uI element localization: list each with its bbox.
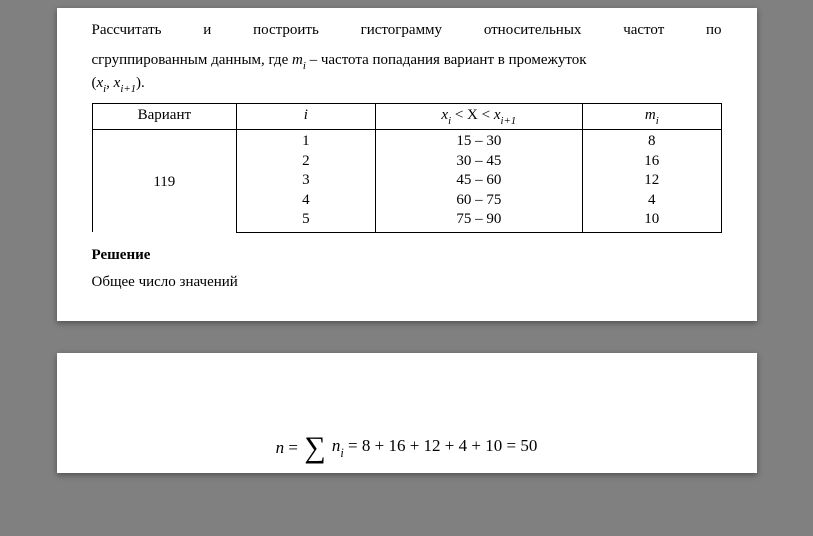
cell-interval: 30 – 45 [375,152,583,172]
task-line2-prefix: сгруппированным данным, где [92,52,292,68]
cell-interval: 60 – 75 [375,191,583,211]
viewport: Рассчитать и построить гистограмму относ… [0,0,813,536]
task-word: Рассчитать [92,22,162,38]
cell-interval: 45 – 60 [375,171,583,191]
task-word: относительных [484,22,582,38]
task-line3-x2sub: i+1 [120,83,136,95]
task-line3-comma: , [106,75,114,91]
sigma-icon: ∑ [304,433,325,463]
page-bottom: n = ∑ ni = 8 + 16 + 12 + 4 + 10 = 50 [57,353,757,473]
formula-eq1: = [284,438,298,457]
data-table: Вариант i xi < X < xi+1 mi 119115 – 3082… [92,103,722,233]
formula-eq2: = 8 + 16 + 12 + 4 + 10 = 50 [344,436,538,455]
solution-line: Общее число значений [92,274,722,291]
task-line3-x1sub: i [103,83,106,95]
cell-i: 4 [237,191,375,211]
formula-sum-sub: i [340,446,343,460]
task-line2-sub: i [303,60,306,72]
page-top: Рассчитать и построить гистограмму относ… [57,8,757,321]
col-i: i [237,104,375,130]
task-line2-var: m [292,52,303,68]
cell-m: 12 [583,171,721,191]
cell-m: 8 [583,130,721,152]
col-variant: Вариант [92,104,237,130]
cell-i: 1 [237,130,375,152]
cell-m: 16 [583,152,721,172]
col-interval: xi < X < xi+1 [375,104,583,130]
table-header-row: Вариант i xi < X < xi+1 mi [92,104,721,130]
cell-interval: 75 – 90 [375,210,583,232]
task-line3-close: ). [136,75,145,91]
task-word: гистограмму [361,22,443,38]
cell-m: 10 [583,210,721,232]
task-word: частот [623,22,664,38]
formula: n = ∑ ni = 8 + 16 + 12 + 4 + 10 = 50 [102,433,712,463]
cell-i: 2 [237,152,375,172]
task-word: по [706,22,722,38]
cell-interval: 15 – 30 [375,130,583,152]
task-line-1: Рассчитать и построить гистограмму относ… [92,20,722,40]
solution-heading: Решение [92,247,722,264]
task-line2-suffix: – частота попадания вариант в промежуток [306,52,587,68]
table-row: 119115 – 308 [92,130,721,152]
cell-m: 4 [583,191,721,211]
cell-i: 3 [237,171,375,191]
cell-i: 5 [237,210,375,232]
task-line-2-3: сгруппированным данным, где mi – частота… [92,50,722,95]
task-word: и [203,22,211,38]
col-m: mi [583,104,721,130]
variant-cell: 119 [92,130,237,233]
task-word: построить [253,22,319,38]
formula-lhs: n [276,438,285,457]
